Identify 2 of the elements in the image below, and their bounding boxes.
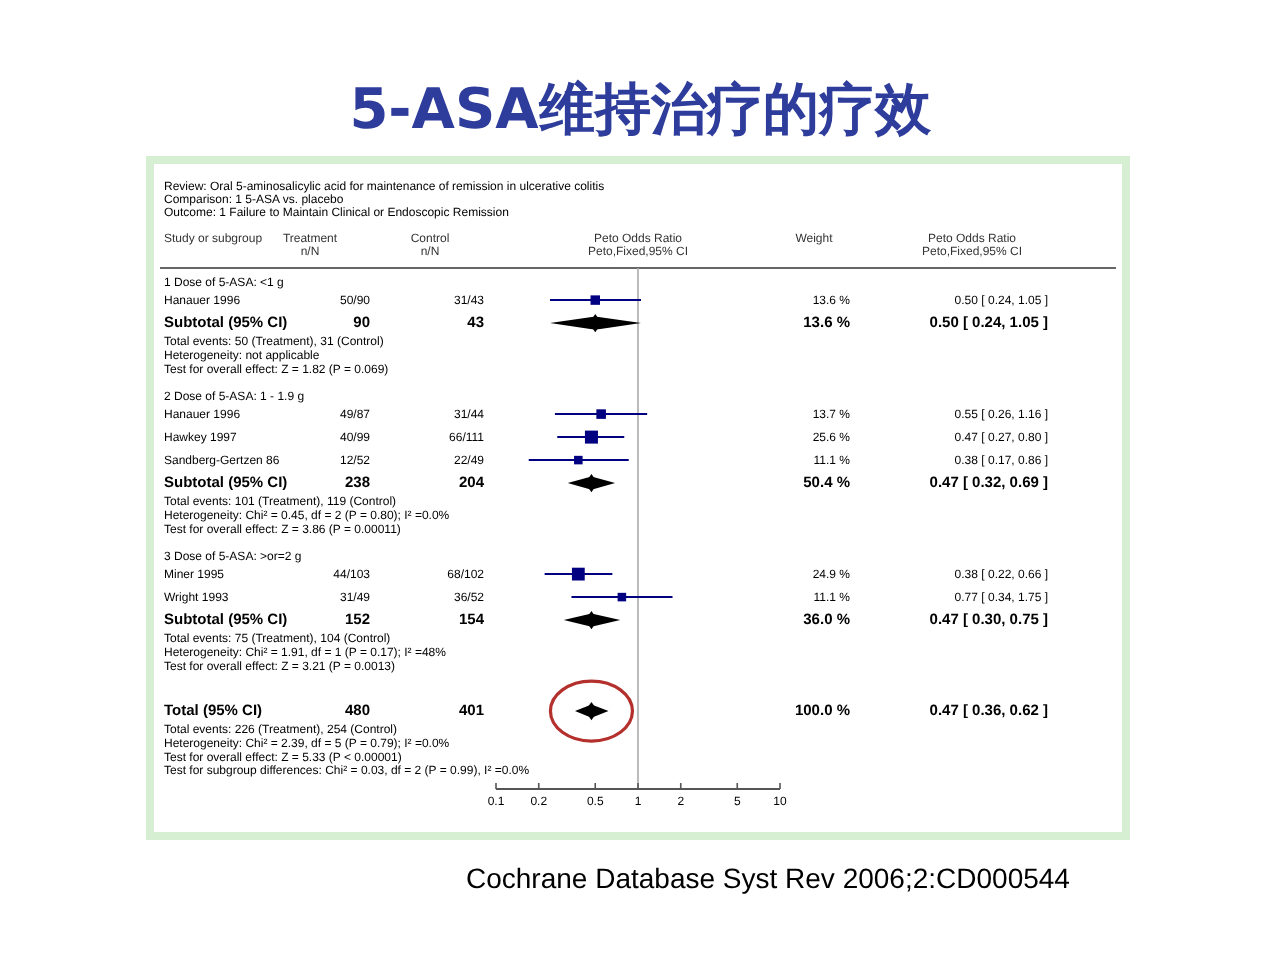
text: Cochrane Database Syst Rev 2006;2:CD000544 bbox=[466, 862, 1071, 894]
chart-title: 5-ASA维持治疗的疗效 bbox=[349, 76, 933, 142]
